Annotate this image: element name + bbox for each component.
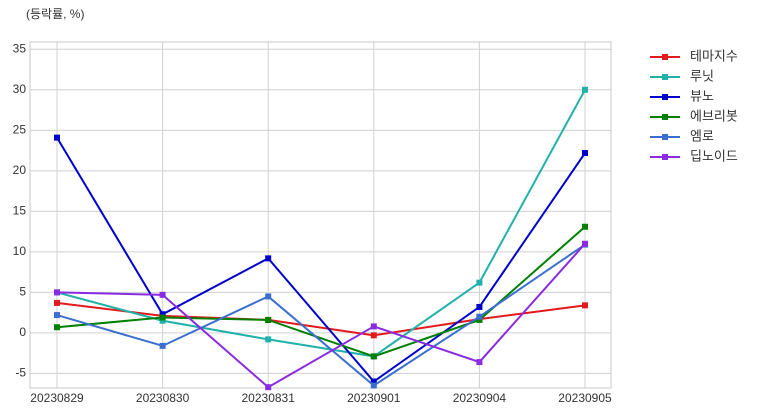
point: [476, 279, 483, 286]
x-tick-label: 20230831: [242, 391, 296, 405]
point: [265, 316, 272, 323]
series-line: [56, 137, 586, 383]
point: [159, 342, 166, 349]
y-tick-label: 25: [13, 122, 27, 136]
point: [54, 299, 60, 306]
legend-marker: [662, 134, 668, 140]
y-tick-label: -5: [15, 366, 26, 380]
point: [265, 255, 272, 262]
point: [54, 134, 60, 141]
y-tick-label: 35: [13, 41, 27, 55]
point: [476, 359, 483, 366]
point: [476, 313, 483, 320]
series-line: [56, 225, 586, 358]
point: [370, 332, 377, 339]
series-line: [56, 89, 586, 358]
legend-marker: [662, 94, 668, 100]
y-tick-label: 30: [13, 82, 27, 96]
point: [476, 303, 483, 310]
x-tick-label: 20230905: [558, 391, 612, 405]
x-tick-label: 20230829: [30, 391, 84, 405]
legend-label: 딥노이드: [690, 148, 738, 163]
legend-label: 테마지수: [690, 48, 738, 63]
point: [265, 293, 272, 300]
point: [370, 323, 377, 330]
point: [159, 311, 166, 318]
x-tick-label: 20230830: [136, 391, 190, 405]
legend-marker: [662, 114, 668, 120]
y-tick-label: 10: [13, 244, 27, 258]
point: [476, 316, 483, 323]
point: [370, 378, 377, 385]
point: [582, 223, 588, 230]
y-axis-label: (등락률, %): [26, 7, 84, 21]
point: [159, 317, 166, 324]
y-tick-label: 0: [19, 325, 26, 339]
point: [265, 336, 272, 343]
point: [582, 240, 588, 247]
legend-marker: [662, 154, 668, 160]
legend-label: 엠로: [690, 128, 714, 143]
point: [265, 384, 272, 391]
point: [54, 312, 60, 319]
legend-label: 에브리봇: [690, 108, 738, 123]
series-line: [56, 243, 586, 387]
point: [370, 382, 377, 389]
point: [54, 289, 60, 296]
legend-marker: [662, 54, 668, 60]
point: [159, 291, 166, 298]
x-tick-label: 20230901: [347, 391, 401, 405]
plot-frame: [29, 41, 612, 389]
point: [370, 353, 377, 360]
legend-marker: [662, 74, 668, 80]
point: [582, 150, 588, 157]
point: [54, 324, 60, 331]
point: [582, 302, 588, 309]
y-tick-label: 15: [13, 204, 27, 218]
legend-label: 뷰노: [690, 88, 714, 103]
point: [159, 314, 166, 321]
point: [582, 86, 588, 93]
series-line: [56, 243, 586, 389]
y-tick-label: 20: [13, 163, 27, 177]
y-tick-label: 5: [19, 285, 26, 299]
series-line: [56, 301, 586, 337]
x-tick-label: 20230904: [453, 391, 507, 405]
legend-label: 루닛: [690, 68, 714, 83]
